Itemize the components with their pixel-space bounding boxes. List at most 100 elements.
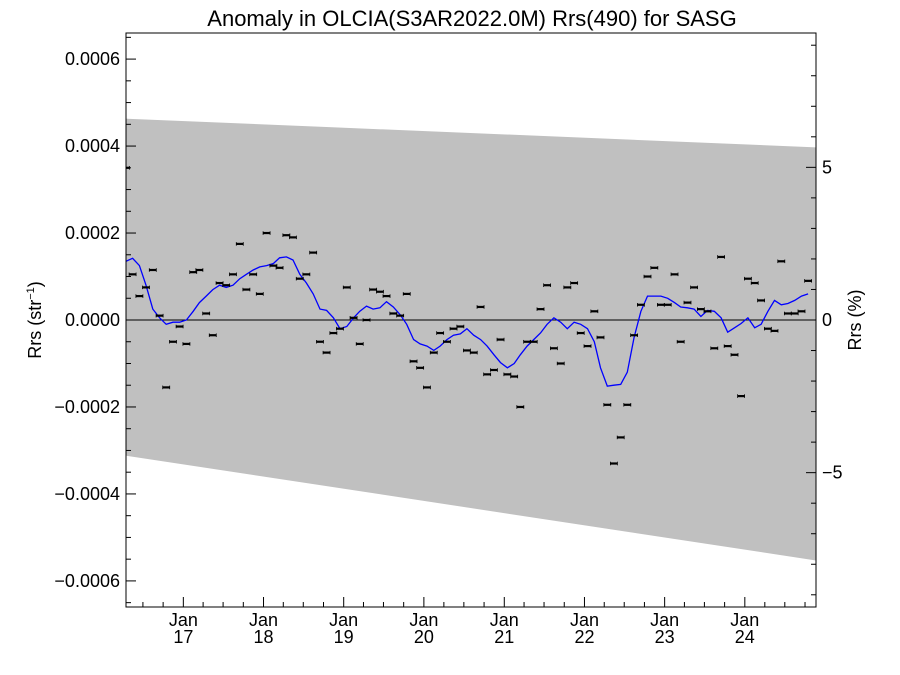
smoothed-series-line (126, 256, 809, 387)
data-point (275, 266, 284, 270)
y2-tick-label: −5 (822, 463, 843, 483)
y-tick-label: −0.0004 (54, 484, 120, 504)
data-point (235, 242, 244, 246)
y-tick-label: 0.0004 (65, 136, 120, 156)
data-point (229, 272, 237, 277)
plot-layer: 0.0006 0.0004 0.0002 0.0000 −0.0002 −0.0004 −0… (54, 32, 843, 647)
x-tick-year-label: 22 (574, 627, 594, 647)
data-point (550, 346, 558, 351)
data-point (456, 324, 465, 329)
data-point (670, 272, 679, 277)
data-point (650, 266, 659, 270)
x-tick-month-label: Jan (249, 610, 278, 630)
data-point (262, 231, 271, 235)
data-point (443, 339, 451, 344)
data-point (603, 402, 612, 407)
data-point (155, 313, 164, 318)
data-point (322, 350, 331, 355)
data-point (182, 342, 191, 346)
y2-tick-label: 5 (822, 157, 832, 177)
data-point (609, 461, 618, 466)
x-tick-month-label: Jan (329, 610, 358, 630)
y2-axis-label: Rrs (%) (845, 290, 865, 351)
data-point (469, 350, 478, 355)
x-tick-month-label: Jan (169, 610, 198, 630)
data-point (663, 302, 672, 307)
chart-title: Anomaly in OLCIA(S3AR2022.0M) Rrs(490) f… (207, 6, 736, 31)
data-point (690, 285, 698, 290)
data-point (402, 292, 411, 296)
data-point (710, 346, 719, 351)
data-point (222, 283, 231, 288)
data-point (744, 276, 752, 281)
data-point (703, 309, 712, 314)
data-point (536, 307, 545, 311)
data-point (630, 333, 639, 338)
data-point (737, 394, 745, 398)
data-point (777, 259, 786, 264)
data-point (516, 405, 525, 409)
data-point (496, 337, 505, 342)
data-point (316, 339, 324, 344)
data-point (349, 316, 358, 320)
data-point (797, 309, 806, 314)
data-point (676, 339, 685, 344)
x-tick-year-label: 21 (494, 627, 514, 647)
data-point (643, 274, 652, 279)
data-point (169, 339, 177, 344)
data-point (382, 294, 391, 298)
x-tick-year-label: 19 (334, 627, 354, 647)
data-point (576, 331, 585, 335)
data-point (556, 361, 565, 366)
x-tick-month-label: Jan (490, 610, 519, 630)
data-point (510, 374, 519, 379)
data-point (309, 250, 318, 255)
data-point (429, 350, 438, 355)
data-point (208, 333, 217, 338)
data-point (750, 281, 759, 285)
data-point (623, 402, 632, 407)
data-point (242, 287, 251, 292)
y-axis-label-close: ) (25, 281, 45, 287)
y-axis-label-text: Rrs (str (25, 300, 45, 359)
x-tick-year-label: 20 (414, 627, 434, 647)
data-point (804, 279, 812, 283)
y-tick-label: 0.0006 (65, 49, 120, 69)
data-point (436, 331, 445, 335)
data-point (616, 435, 625, 440)
data-point (476, 305, 485, 309)
data-point (757, 298, 765, 303)
data-point (342, 285, 351, 290)
y2-tick-label: 0 (822, 310, 832, 330)
data-point (570, 281, 579, 285)
data-point (255, 292, 264, 296)
data-point (128, 272, 137, 277)
y-tick-label: 0.0000 (65, 310, 120, 330)
data-point (249, 272, 258, 277)
data-point (336, 326, 344, 331)
data-point (362, 318, 371, 322)
data-point (302, 272, 311, 277)
data-point (730, 352, 739, 357)
data-point (355, 342, 364, 346)
x-tick-month-label: Jan (650, 610, 679, 630)
data-point (717, 255, 726, 259)
data-point (295, 276, 304, 281)
data-point (416, 366, 425, 370)
data-point (409, 359, 418, 364)
data-point (770, 329, 779, 333)
data-point (329, 331, 338, 335)
data-point (195, 268, 204, 272)
y-tick-label: −0.0006 (54, 571, 120, 591)
x-tick-year-label: 17 (173, 627, 193, 647)
data-point (683, 300, 692, 305)
data-point (202, 311, 211, 316)
data-point (483, 372, 492, 377)
data-point (423, 385, 431, 390)
data-point (142, 285, 150, 290)
y-tick-label: 0.0002 (65, 223, 120, 243)
data-point (637, 302, 645, 307)
data-point (162, 385, 171, 390)
data-point (175, 324, 184, 329)
